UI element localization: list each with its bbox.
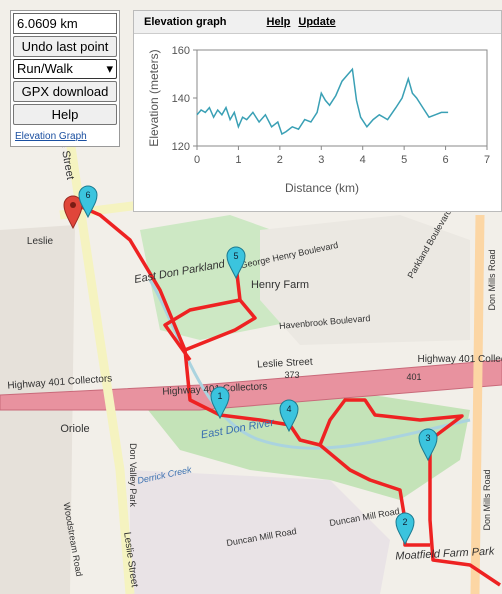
map-label: Highway 401 Collectors [417, 354, 502, 365]
map-label: Leslie Street [257, 357, 313, 371]
waypoint-marker [78, 185, 98, 219]
x-tick-label: 2 [277, 154, 283, 166]
map-label: 373 [284, 370, 299, 380]
road [470, 214, 485, 594]
help-button[interactable]: Help [13, 104, 117, 125]
waypoint-number: 6 [85, 190, 90, 200]
map-label: Moatfield Farm Park [395, 545, 495, 562]
x-tick-label: 1 [235, 154, 241, 166]
y-axis-label: Elevation (meters) [147, 49, 161, 146]
start-pin-dot [70, 202, 76, 208]
waypoint-marker [279, 399, 299, 433]
waypoint-marker [210, 386, 230, 420]
panel-link[interactable]: Update [298, 16, 336, 28]
x-tick-label: 0 [194, 154, 200, 166]
y-tick-label: 160 [172, 45, 190, 57]
y-tick-label: 140 [172, 93, 190, 105]
urban-area [260, 215, 470, 345]
x-axis-label: Distance (km) [285, 181, 359, 195]
map-label: Don Mills Road [487, 249, 497, 310]
waypoint-marker [395, 512, 415, 546]
distance: 6.0609 km [13, 13, 117, 34]
map-label: Leslie [27, 236, 54, 247]
map-label: Don Valley Park [128, 443, 138, 507]
waypoint-number: 1 [217, 391, 222, 401]
route [76, 203, 501, 587]
waypoint-marker [226, 246, 246, 280]
x-tick-label: 6 [443, 154, 449, 166]
map-label: Henry Farm [251, 279, 309, 291]
y-tick-label: 120 [172, 141, 190, 153]
undo-button[interactable]: Undo last point [13, 36, 117, 57]
elevation-chart: 120 140 160 0 1 2 3 4 5 6 7 Distance (km) Elevation … [147, 45, 490, 195]
panel-link[interactable]: Help [266, 16, 291, 28]
waypoint-number: 4 [286, 404, 291, 414]
x-tick-label: 4 [360, 154, 366, 166]
waypoint-marker [418, 428, 438, 462]
mode-value: Run/Walk [17, 61, 73, 76]
gpx-button[interactable]: GPX download [13, 81, 117, 102]
map-label: 401 [406, 372, 421, 382]
mode-select[interactable]: Run/Walk ▾ [13, 59, 117, 79]
panel-title: Elevation graph [144, 16, 227, 28]
x-tick-label: 7 [484, 154, 490, 166]
map-label: Don Mills Road [482, 469, 492, 530]
select-arrow: ▾ [106, 61, 113, 76]
controls: 6.0609 km Undo last point Run/Walk ▾ GPX … [10, 10, 120, 147]
waypoint-number: 2 [402, 517, 407, 527]
river [148, 279, 471, 450]
plot-frame [196, 49, 488, 147]
start-pin [63, 195, 83, 230]
elevation-line [196, 67, 449, 136]
urban-area [130, 470, 390, 594]
map-label: Oriole [60, 423, 89, 435]
x-tick-label: 5 [401, 154, 407, 166]
panel-header: Elevation graph Help Update [134, 11, 501, 34]
x-tick-label: 3 [318, 154, 324, 166]
waypoint-number: 5 [233, 251, 238, 261]
elevation-panel: Elevation graph Help Update 120 140 160 0 1 2… [133, 10, 502, 212]
waypoint-number: 3 [425, 433, 430, 443]
elevation-link[interactable]: Elevation Graph [15, 131, 87, 142]
